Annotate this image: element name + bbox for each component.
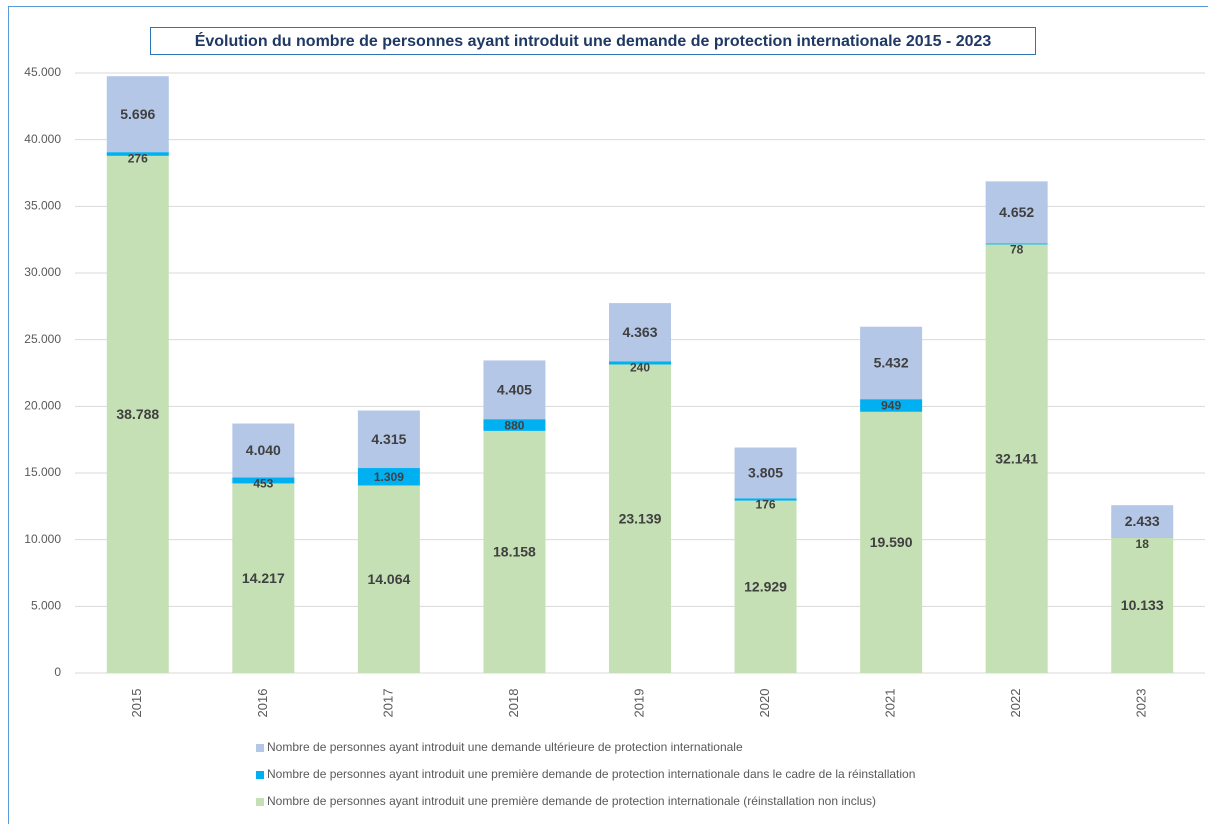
bar-segment xyxy=(357,468,420,486)
legend-swatch xyxy=(256,771,264,779)
y-tick-label: 5.000 xyxy=(31,599,61,613)
bar-segment xyxy=(985,244,1048,673)
data-label: 23.139 xyxy=(619,510,662,526)
legend-label: Nombre de personnes ayant introduit une … xyxy=(267,740,743,754)
bar-segment xyxy=(483,430,546,673)
data-label: 4.315 xyxy=(371,431,406,447)
legend-swatch xyxy=(256,798,264,806)
x-tick-label: 2019 xyxy=(631,689,646,718)
bar-segment xyxy=(106,152,169,156)
data-label: 4.652 xyxy=(999,204,1034,220)
y-tick-label: 30.000 xyxy=(24,265,61,279)
x-tick-label: 2022 xyxy=(1008,689,1023,718)
y-tick-label: 0 xyxy=(54,665,61,679)
x-tick-label: 2015 xyxy=(129,689,144,718)
data-label: 14.064 xyxy=(367,571,410,587)
bar-segment xyxy=(357,410,420,469)
data-label: 949 xyxy=(881,399,901,413)
x-tick-label: 2018 xyxy=(506,689,521,718)
data-label: 19.590 xyxy=(870,534,913,550)
legend-label: Nombre de personnes ayant introduit une … xyxy=(267,794,876,808)
bar-segment xyxy=(106,155,169,673)
y-tick-label: 10.000 xyxy=(24,532,61,546)
legend-swatch xyxy=(256,744,264,752)
data-label: 12.929 xyxy=(744,579,787,595)
x-tick-label: 2017 xyxy=(380,689,395,718)
bar-segment xyxy=(232,483,295,673)
data-label: 240 xyxy=(630,360,650,374)
bar-segment xyxy=(232,477,295,484)
x-tick-label: 2023 xyxy=(1134,689,1149,718)
bar-segment xyxy=(734,447,797,499)
title-box xyxy=(150,27,1036,55)
x-tick-label: 2016 xyxy=(255,689,270,718)
data-label: 14.217 xyxy=(242,570,285,586)
data-label: 3.805 xyxy=(748,465,783,481)
bar-segment xyxy=(860,326,923,400)
data-label: 4.040 xyxy=(246,442,281,458)
data-label: 1.309 xyxy=(374,470,404,484)
data-label: 18 xyxy=(1136,537,1150,551)
bar-segment xyxy=(985,243,1048,245)
bar-segment xyxy=(232,423,295,478)
bar-segment xyxy=(106,76,169,153)
bar-segment xyxy=(860,399,923,412)
data-label: 5.696 xyxy=(120,106,155,122)
data-label: 880 xyxy=(504,418,524,432)
bar-segment xyxy=(1111,537,1174,673)
chart-title: Évolution du nombre de personnes ayant i… xyxy=(195,31,992,50)
data-label: 453 xyxy=(253,477,273,491)
x-tick-label: 2020 xyxy=(757,689,772,718)
bar-segment xyxy=(734,500,797,673)
data-label: 4.363 xyxy=(622,324,657,340)
y-tick-label: 35.000 xyxy=(24,199,61,213)
bar-segment xyxy=(734,498,797,501)
bar-segment xyxy=(609,361,671,365)
data-label: 32.141 xyxy=(995,450,1038,466)
bar-segment xyxy=(483,360,546,420)
y-tick-label: 25.000 xyxy=(24,332,61,346)
bar-segment xyxy=(483,419,546,431)
data-label: 276 xyxy=(128,151,148,165)
data-label: 176 xyxy=(756,497,776,511)
bar-segment xyxy=(985,181,1048,244)
y-tick-label: 40.000 xyxy=(24,132,61,146)
y-tick-label: 15.000 xyxy=(24,465,61,479)
legend-label: Nombre de personnes ayant introduit une … xyxy=(267,767,915,781)
data-label: 2.433 xyxy=(1125,513,1160,529)
bar-segment xyxy=(357,485,420,673)
bar-segment xyxy=(1111,505,1174,538)
y-tick-label: 45.000 xyxy=(24,65,61,79)
data-label: 5.432 xyxy=(874,355,909,371)
data-label: 78 xyxy=(1010,243,1024,257)
data-label: 10.133 xyxy=(1121,597,1164,613)
x-tick-label: 2021 xyxy=(883,689,898,718)
y-tick-label: 20.000 xyxy=(24,399,61,413)
bar-segment xyxy=(860,411,923,673)
bar-segment xyxy=(609,303,671,362)
chart-frame xyxy=(8,6,1208,824)
data-label: 4.405 xyxy=(497,381,532,397)
data-label: 38.788 xyxy=(116,406,159,422)
bar-segment xyxy=(609,364,671,673)
data-label: 18.158 xyxy=(493,544,536,560)
